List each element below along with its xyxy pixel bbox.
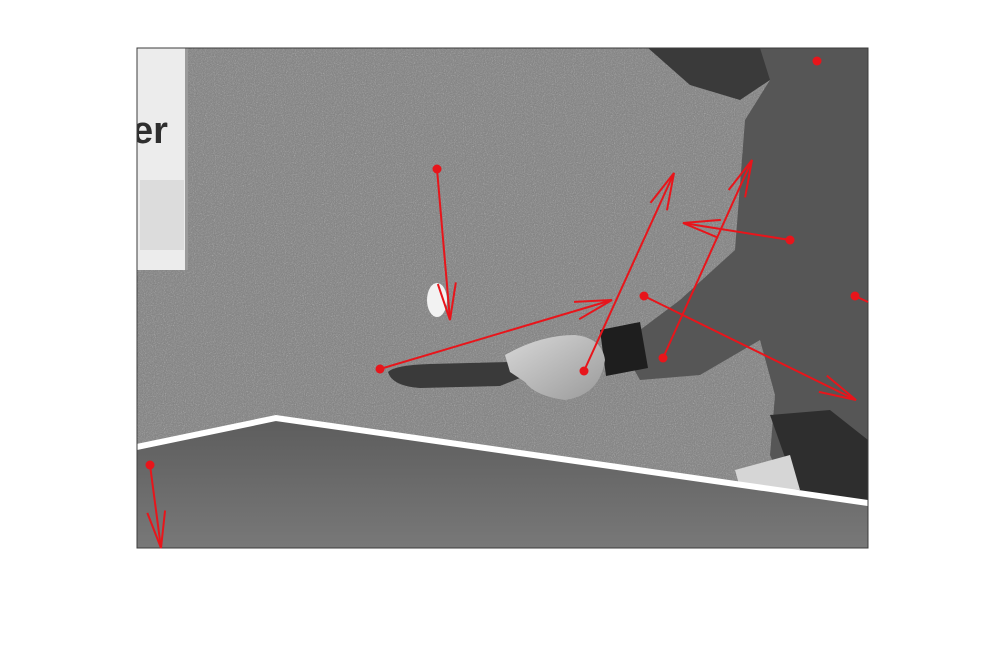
ping-pong-ball [427,283,447,317]
motion-vector-line [149,464,162,549]
paddle [388,335,605,400]
motion-vector-arrowhead [436,282,457,321]
motion-vector-arrowhead [573,299,613,321]
motion-vector-arrowhead [649,172,675,211]
wall-poster: er [132,48,188,270]
motion-vector-line [583,172,675,372]
motion-vector-origin [432,164,442,174]
motion-vector-origin [785,235,795,245]
motion-vector-arrowhead [146,510,167,549]
video-frame: er [132,48,868,548]
frame-border [136,47,869,549]
motion-vectors [145,56,869,549]
motion-vector-arrowhead [727,159,753,198]
motion-vector-origin [658,353,668,363]
player [600,48,868,500]
motion-vector-origin [639,291,649,301]
motion-vector-line [682,222,791,241]
motion-vector-line [643,295,857,401]
motion-vector-line [662,159,753,359]
motion-vector-origin [145,460,155,470]
motion-vector-origin [375,364,385,374]
motion-vector-line [436,168,451,321]
motion-vector-arrowhead [818,374,857,401]
poster-text: er [132,110,168,152]
table [137,414,868,548]
motion-vector-origin [850,291,860,301]
motion-vector-line [379,299,613,370]
motion-vector-origin [812,56,822,66]
motion-vector-origin [579,366,589,376]
motion-vector-arrowhead [682,218,721,239]
